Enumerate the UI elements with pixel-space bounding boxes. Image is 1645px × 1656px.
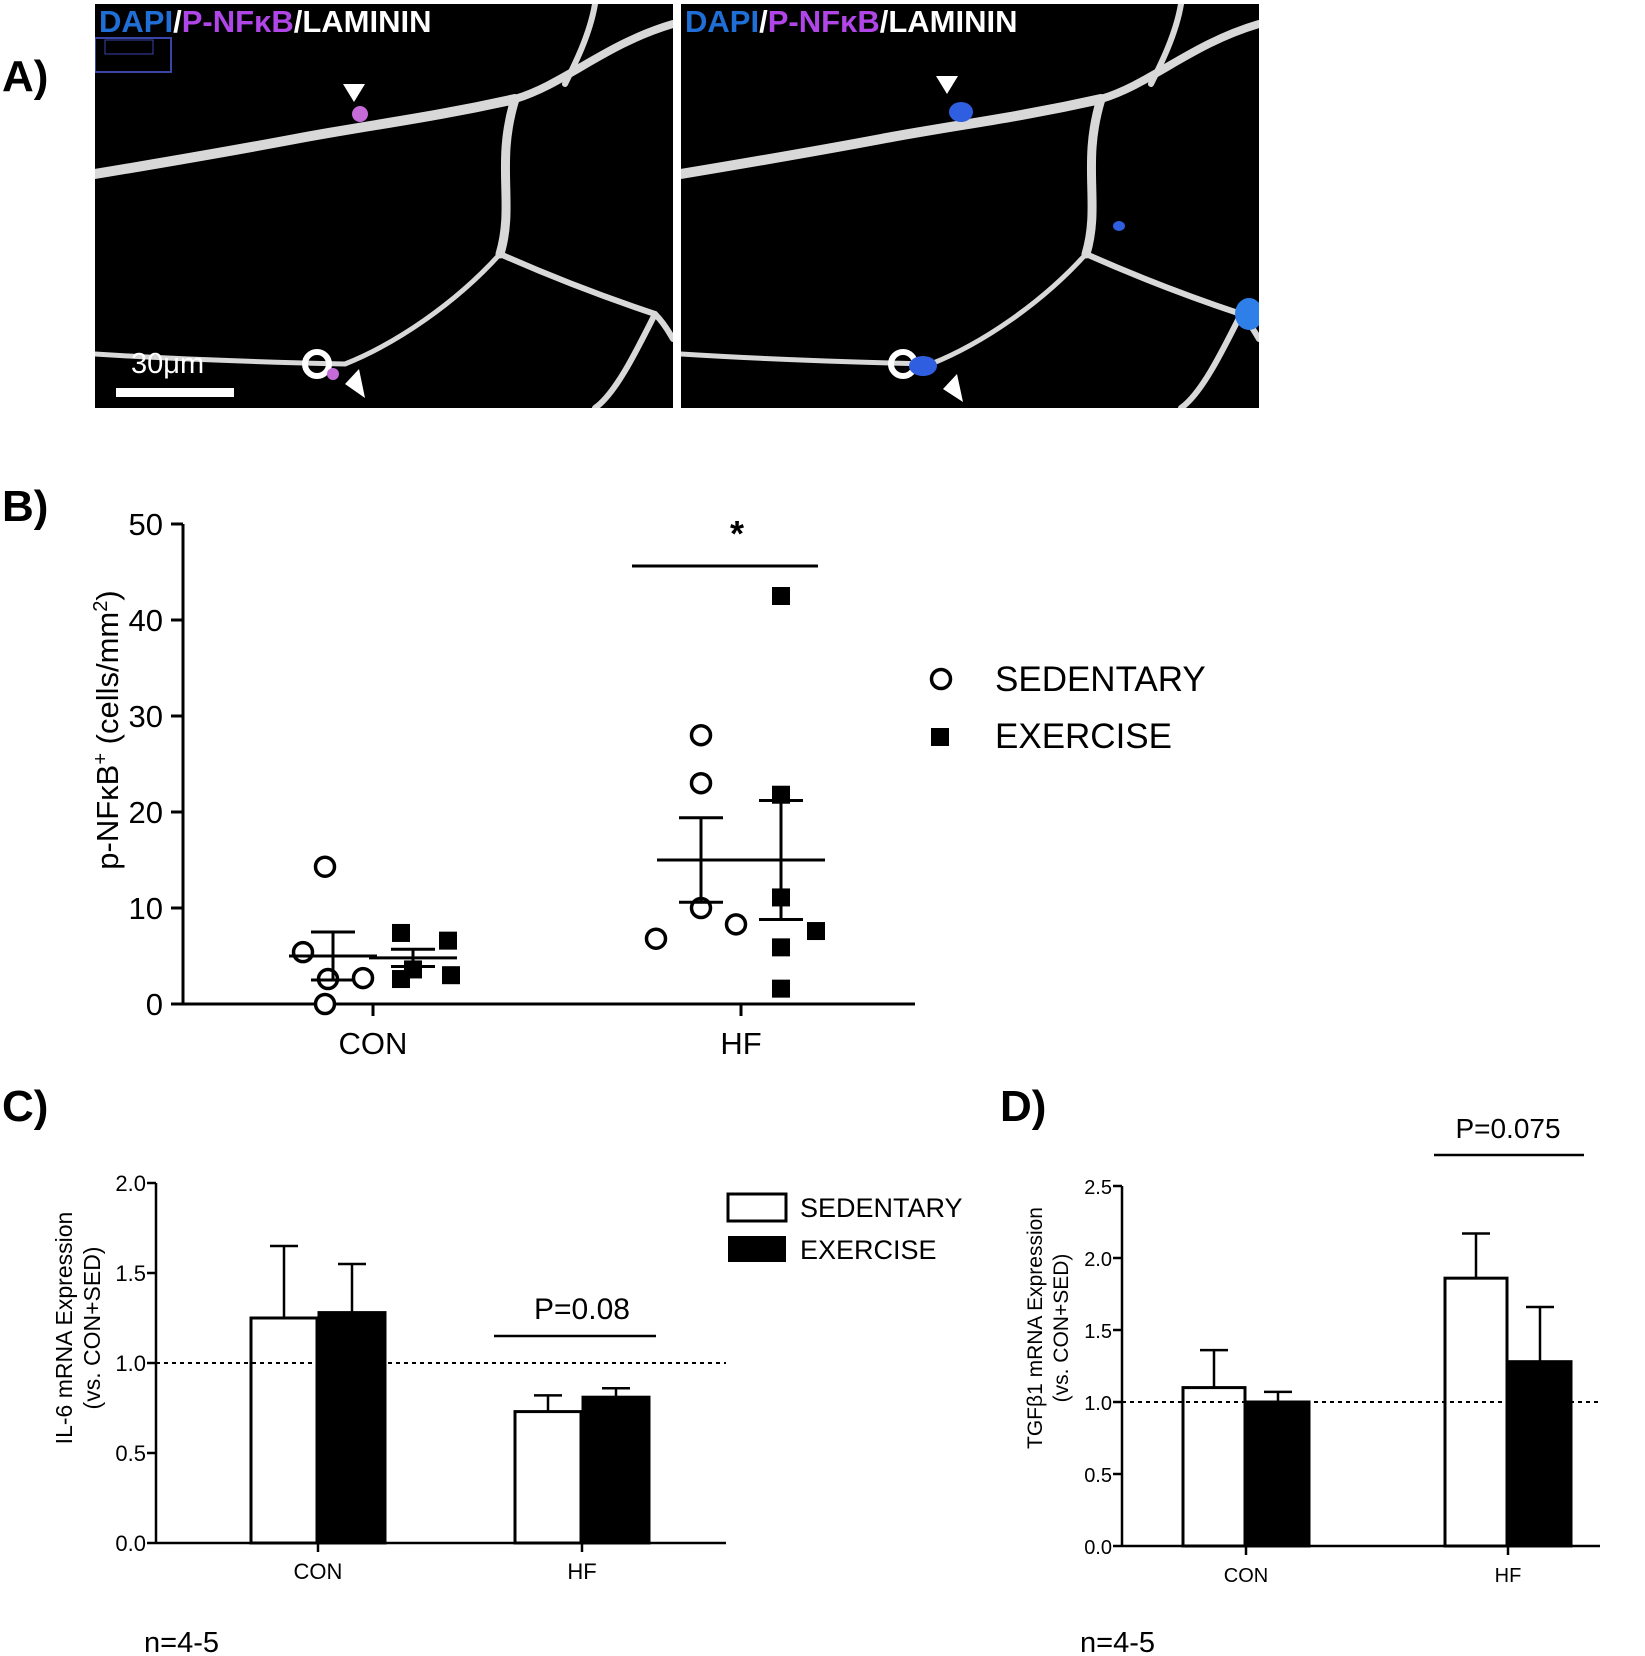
significance-star: * [730, 513, 744, 554]
y-tick-label: 0.0 [115, 1531, 146, 1556]
legend-label-sedentary: SEDENTARY [995, 660, 1206, 699]
y-tick-label: 0.0 [1084, 1537, 1112, 1559]
y-tick-label: 0 [146, 987, 163, 1022]
bar-exercise [1507, 1360, 1573, 1548]
y-tick-label: 1.5 [115, 1261, 146, 1286]
data-point [313, 855, 337, 878]
y-axis-label-line1: TGFβ1 mRNA Expression [1024, 1207, 1047, 1449]
data-point [439, 931, 457, 950]
micrograph-left: DAPI/P-NFκB/LAMININ 30μm [95, 4, 673, 408]
y-tick-label: 20 [129, 795, 163, 830]
data-point [689, 723, 713, 747]
x-tick-label: CON [339, 1026, 408, 1061]
legend-swatch-exercise [728, 1236, 786, 1262]
legend-label-exercise: EXERCISE [995, 717, 1172, 756]
data-point [644, 927, 668, 950]
scale-bar-label: 30μm [131, 348, 205, 380]
data-point [772, 938, 790, 957]
laminin-network-left [95, 4, 673, 408]
data-point [291, 940, 315, 964]
p-value-label: P=0.075 [1455, 1113, 1560, 1144]
scatter-chart-p-nfkb: 0 10 20 30 40 50 CON HF p-NFκB+ (cells/mm2) SED… [90, 507, 1206, 1061]
bar-sedentary [249, 1316, 319, 1545]
data-point [772, 587, 790, 605]
micrograph-left-title: DAPI/P-NFκB/LAMININ [99, 4, 432, 39]
panel-label-b: B) [2, 482, 49, 531]
data-point [404, 960, 422, 979]
x-tick-label: CON [294, 1559, 343, 1584]
y-axis-label: p-NFκB+ (cells/mm2) [90, 590, 125, 869]
data-point [442, 966, 460, 985]
scale-bar [116, 388, 234, 397]
x-tick-label: CON [1224, 1565, 1268, 1587]
y-tick-label: 1.0 [115, 1351, 146, 1376]
panel-label-a: A) [2, 52, 49, 101]
bar-sedentary [1443, 1276, 1509, 1548]
y-tick-label: 0.5 [115, 1441, 146, 1466]
arrowhead-icon [943, 374, 963, 402]
y-axis-label-line1: IL-6 mRNA Expression [51, 1212, 77, 1445]
legend-marker-sedentary [929, 667, 953, 691]
panel-label-d: D) [1000, 1082, 1047, 1131]
legend-label-exercise: EXERCISE [800, 1235, 937, 1265]
x-tick-label: HF [567, 1559, 596, 1584]
bar-sedentary [1181, 1386, 1247, 1548]
sample-size-note: n=4-5 [144, 1627, 219, 1656]
legend: SEDENTARY EXERCISE [929, 660, 1206, 756]
bar-chart-tgfb1: 0.0 0.5 1.0 1.5 2.0 2.5 CON HF TGFβ1 mRNA Expre… [1024, 1113, 1600, 1656]
data-point [772, 979, 790, 998]
bar-exercise [317, 1311, 387, 1545]
arrowhead-icon [343, 84, 365, 102]
y-tick-label: 2.0 [1084, 1249, 1112, 1271]
data-point [689, 771, 713, 795]
bar-exercise [1245, 1400, 1311, 1548]
y-tick-label: 2.0 [115, 1171, 146, 1196]
laminin-network-right [681, 4, 1259, 408]
y-axis-label-line2: (vs. CON+SED) [1050, 1254, 1073, 1403]
micrograph-right: DAPI/P-NFκB/LAMININ [681, 4, 1259, 408]
arrowhead-icon [936, 76, 958, 94]
arrowhead-icon [345, 369, 365, 398]
p-value-annotation: P=0.08 [494, 1293, 656, 1338]
x-tick-label: HF [720, 1026, 761, 1061]
data-point [724, 913, 748, 936]
legend-marker-exercise [931, 728, 949, 746]
data-point [392, 923, 410, 942]
panel-label-c: C) [2, 1082, 49, 1131]
p-value-annotation: P=0.075 [1434, 1113, 1584, 1157]
data-point [351, 966, 375, 990]
legend-label-sedentary: SEDENTARY [800, 1193, 963, 1223]
bar-sedentary [513, 1410, 583, 1545]
bar-exercise [581, 1395, 651, 1545]
legend-swatch-sedentary [726, 1192, 788, 1223]
sample-size-note: n=4-5 [1080, 1627, 1155, 1656]
y-tick-label: 0.5 [1084, 1465, 1112, 1487]
y-tick-label: 2.5 [1084, 1177, 1112, 1199]
bar-chart-il6: 0.0 0.5 1.0 1.5 2.0 CON HF IL-6 mRNA Expressio… [51, 1171, 963, 1656]
p-value-label: P=0.08 [534, 1293, 630, 1326]
y-axis-label-line2: (vs. CON+SED) [79, 1247, 105, 1410]
y-tick-label: 1.5 [1084, 1321, 1112, 1343]
significance-marker: * [632, 513, 818, 568]
y-tick-label: 1.0 [1084, 1393, 1112, 1415]
y-tick-label: 10 [129, 891, 163, 926]
y-tick-label: 50 [129, 507, 163, 542]
y-tick-label: 30 [129, 699, 163, 734]
legend: SEDENTARY EXERCISE [726, 1192, 963, 1265]
x-tick-label: HF [1495, 1565, 1522, 1587]
data-point [313, 992, 337, 1016]
data-point [807, 922, 825, 941]
y-tick-label: 40 [129, 603, 163, 638]
micrograph-right-title: DAPI/P-NFκB/LAMININ [685, 4, 1018, 39]
